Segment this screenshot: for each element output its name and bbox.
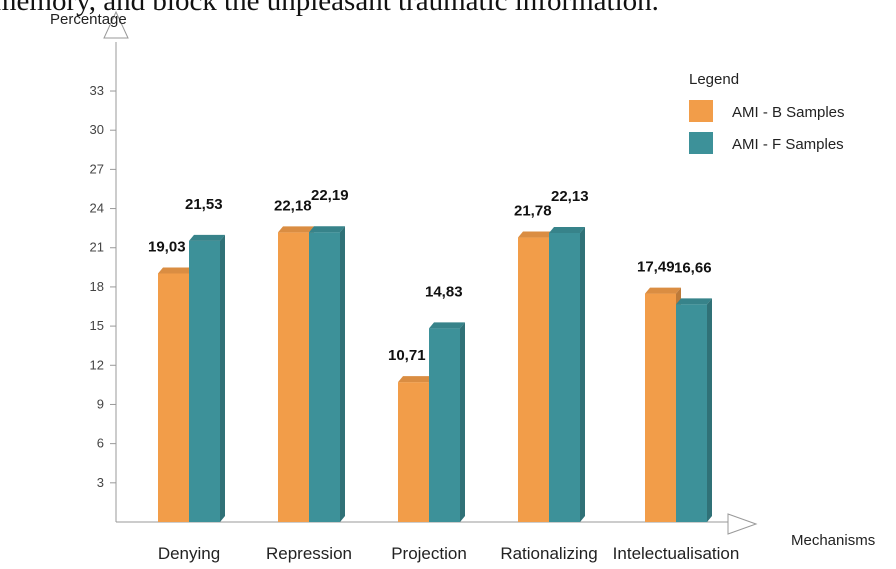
y-tick-label: 12 [90,357,104,372]
bar [645,287,681,522]
bar-top-face [189,234,225,241]
bar-side-face [707,298,712,522]
bar-front-face [189,240,220,522]
bar-side-face [460,322,465,522]
bar-front-face [398,382,429,522]
category-label: Projection [391,544,467,563]
bar [158,267,194,522]
bar-top-face [429,322,465,329]
y-tick-label: 15 [90,318,104,333]
bar [189,234,225,522]
y-tick-label: 33 [90,83,104,98]
category-label: Rationalizing [500,544,597,563]
bar-top-face [309,226,345,233]
legend-title: Legend [689,71,739,88]
x-axis-title: Mechanisms [791,532,875,549]
bar-top-face [549,226,585,233]
data-label: 19,03 [148,238,186,255]
bar-front-face [429,328,460,522]
category-labels: Denying Repression Projection Rationalizing… [158,544,740,563]
bar-top-face [398,376,434,383]
y-axis-arrow-icon [103,10,129,39]
data-label: 21,53 [185,196,223,213]
bar [278,226,314,522]
legend: Legend AMI - B Samples AMI - F Samples [689,71,845,154]
caption-fragment: memory, and block the unpleasant traumat… [0,0,659,17]
data-label: 10,71 [388,347,426,364]
y-tick-label: 21 [90,240,104,255]
bar-front-face [309,232,340,522]
bar-front-face [549,232,580,523]
bar-front-face [158,273,189,522]
bar-front-face [278,232,309,522]
legend-label-ami-b: AMI - B Samples [732,104,845,121]
data-label: 22,18 [274,197,312,214]
bar [676,298,712,522]
bar-top-face [278,226,314,233]
bar-side-face [220,234,225,522]
bar [429,322,465,522]
y-tick-label: 24 [90,201,104,216]
y-tick-label: 9 [97,396,104,411]
y-tick-label: 6 [97,436,104,451]
bar-top-face [676,298,712,305]
data-label: 22,13 [551,188,589,205]
bar-front-face [676,304,707,522]
bar [549,226,585,523]
y-tick-label: 18 [90,279,104,294]
data-label: 14,83 [425,283,463,300]
category-label: Denying [158,544,220,563]
bar-top-face [645,287,681,294]
category-label: Repression [266,544,352,563]
bar [398,376,434,522]
bar-top-face [518,231,554,238]
data-label: 22,19 [311,187,349,204]
data-label: 17,49 [637,259,675,276]
x-axis-arrow-icon [727,513,758,535]
data-label: 16,66 [674,259,712,276]
y-tick-label: 3 [97,475,104,490]
bar-front-face [518,237,549,522]
y-axis-title: Percentage [50,11,127,28]
bar [309,226,345,522]
data-label: 21,78 [514,203,552,220]
bar-side-face [340,226,345,522]
legend-swatch-ami-b [689,100,713,122]
bars [158,226,712,523]
y-tick-label: 27 [90,161,104,176]
bar-top-face [158,267,194,274]
legend-swatch-ami-f [689,132,713,154]
bar-front-face [645,293,676,522]
category-label: Intelectualisation [613,544,740,563]
y-ticks: 3 6 9 12 15 18 21 24 27 30 33 [90,83,116,490]
legend-label-ami-f: AMI - F Samples [732,136,844,153]
bar [518,231,554,522]
bar-side-face [580,226,585,523]
y-tick-label: 30 [90,122,104,137]
